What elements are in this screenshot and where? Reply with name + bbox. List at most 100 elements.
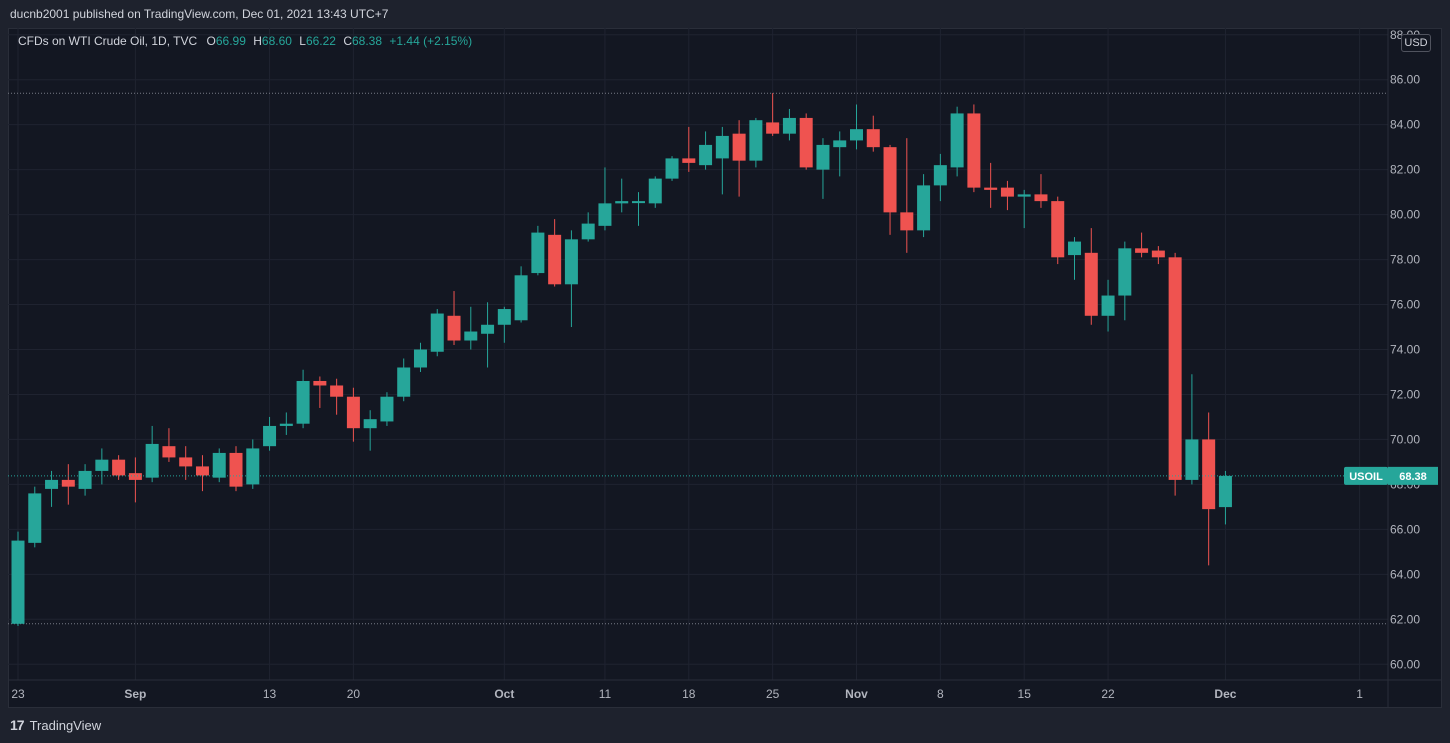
last-price-tag <box>1388 466 1438 485</box>
candle-body <box>799 117 813 168</box>
candle-body <box>715 135 729 159</box>
x-tick-label: Oct <box>494 687 514 701</box>
candle-body <box>598 203 612 226</box>
symbol-tag <box>1344 466 1388 485</box>
y-tick-label: 82.00 <box>1390 163 1420 177</box>
x-tick-label: 20 <box>347 687 361 701</box>
candle-body <box>1101 295 1115 316</box>
y-tick-label: 80.00 <box>1390 208 1420 222</box>
candle-body <box>1202 439 1216 510</box>
candle-body <box>112 459 126 476</box>
candle-body <box>648 178 662 204</box>
y-tick-label: 60.00 <box>1390 657 1420 671</box>
candle-body <box>363 419 377 429</box>
tradingview-logo-icon: 17 <box>10 717 25 733</box>
candle-body <box>128 473 142 480</box>
candlestick-chart[interactable]: 60.0062.0064.0066.0068.0070.0072.0074.00… <box>8 28 1442 708</box>
legend-open-label: O <box>206 34 216 48</box>
candle-body <box>732 133 746 161</box>
candle-body <box>631 201 645 204</box>
candle-body <box>850 129 863 141</box>
candle-body <box>296 380 310 424</box>
legend-low-value: 66.22 <box>305 34 336 48</box>
x-tick-label: 1 <box>1356 687 1363 701</box>
candle-body <box>766 122 780 134</box>
candle-body <box>346 396 360 429</box>
candle-body <box>883 147 897 213</box>
candle-body <box>1168 257 1182 480</box>
y-tick-label: 66.00 <box>1390 522 1420 536</box>
x-tick-label: 15 <box>1018 687 1032 701</box>
y-tick-label: 84.00 <box>1390 118 1420 132</box>
candle-body <box>1068 241 1082 256</box>
candle-body <box>833 140 847 148</box>
candle-body <box>514 275 528 321</box>
candle-body <box>933 165 947 186</box>
symbol-tag-label: USOIL <box>1349 471 1383 483</box>
candle-body <box>749 120 763 161</box>
candle-body <box>430 313 444 352</box>
candle-body <box>1151 250 1165 258</box>
candle-body <box>917 185 931 231</box>
candle-body <box>531 232 545 274</box>
candle-body <box>162 446 176 458</box>
legend-close-label: C <box>343 34 352 48</box>
chart-legend: CFDs on WTI Crude Oil, 1D, TVC O66.99 H6… <box>18 34 472 48</box>
x-tick-label: 11 <box>599 687 612 701</box>
candle-body <box>397 367 411 397</box>
candle-body <box>145 443 159 478</box>
candle-body <box>497 309 511 325</box>
candle-body <box>564 239 578 285</box>
candle-body <box>330 385 344 397</box>
candle-body <box>464 331 478 341</box>
published-text: ducnb2001 published on TradingView.com, … <box>10 7 389 21</box>
x-tick-label: Dec <box>1214 687 1236 701</box>
y-tick-label: 62.00 <box>1390 612 1420 626</box>
y-tick-label: 64.00 <box>1390 567 1420 581</box>
legend-low-label: L <box>299 34 306 48</box>
candle-body <box>11 540 25 624</box>
candle-body <box>95 459 109 471</box>
candle-body <box>229 452 243 487</box>
candle-body <box>78 470 92 489</box>
y-tick-label: 76.00 <box>1390 298 1420 312</box>
y-tick-label: 72.00 <box>1390 387 1420 401</box>
x-tick-label: 22 <box>1101 687 1115 701</box>
tradingview-brand[interactable]: 17 TradingView <box>10 717 101 733</box>
candle-body <box>548 234 562 285</box>
footer-bar <box>0 708 1450 743</box>
candle-body <box>413 349 427 368</box>
candle-body <box>1185 439 1199 480</box>
candle-body <box>279 423 293 426</box>
candle-body <box>61 479 75 487</box>
candle-body <box>1135 248 1149 253</box>
currency-button[interactable]: USD <box>1401 34 1431 52</box>
candle-body <box>782 117 796 134</box>
brand-name: TradingView <box>29 717 102 733</box>
candle-body <box>615 201 629 204</box>
legend-close-value: 68.38 <box>352 34 383 48</box>
candle-body <box>45 479 59 489</box>
candle-body <box>950 113 964 168</box>
candle-body <box>28 493 42 543</box>
candle-body <box>1118 248 1132 296</box>
legend-high-value: 68.60 <box>261 34 292 48</box>
candle-body <box>263 425 277 447</box>
x-tick-label: 18 <box>682 687 696 701</box>
x-tick-label: 13 <box>263 687 277 701</box>
candle-body <box>212 452 226 478</box>
y-tick-label: 74.00 <box>1390 343 1420 357</box>
x-tick-label: 25 <box>766 687 780 701</box>
candle-body <box>1084 252 1098 316</box>
candle-body <box>481 324 495 334</box>
candle-body <box>1017 194 1031 197</box>
x-tick-label: 23 <box>11 687 25 701</box>
candle-body <box>447 315 461 341</box>
legend-open-value: 66.99 <box>215 34 246 48</box>
candle-body <box>313 380 327 386</box>
candle-body <box>1034 194 1048 202</box>
x-tick-label: 8 <box>937 687 944 701</box>
y-tick-label: 78.00 <box>1390 253 1420 267</box>
candle-body <box>967 113 981 188</box>
published-header: ducnb2001 published on TradingView.com, … <box>0 0 1450 28</box>
